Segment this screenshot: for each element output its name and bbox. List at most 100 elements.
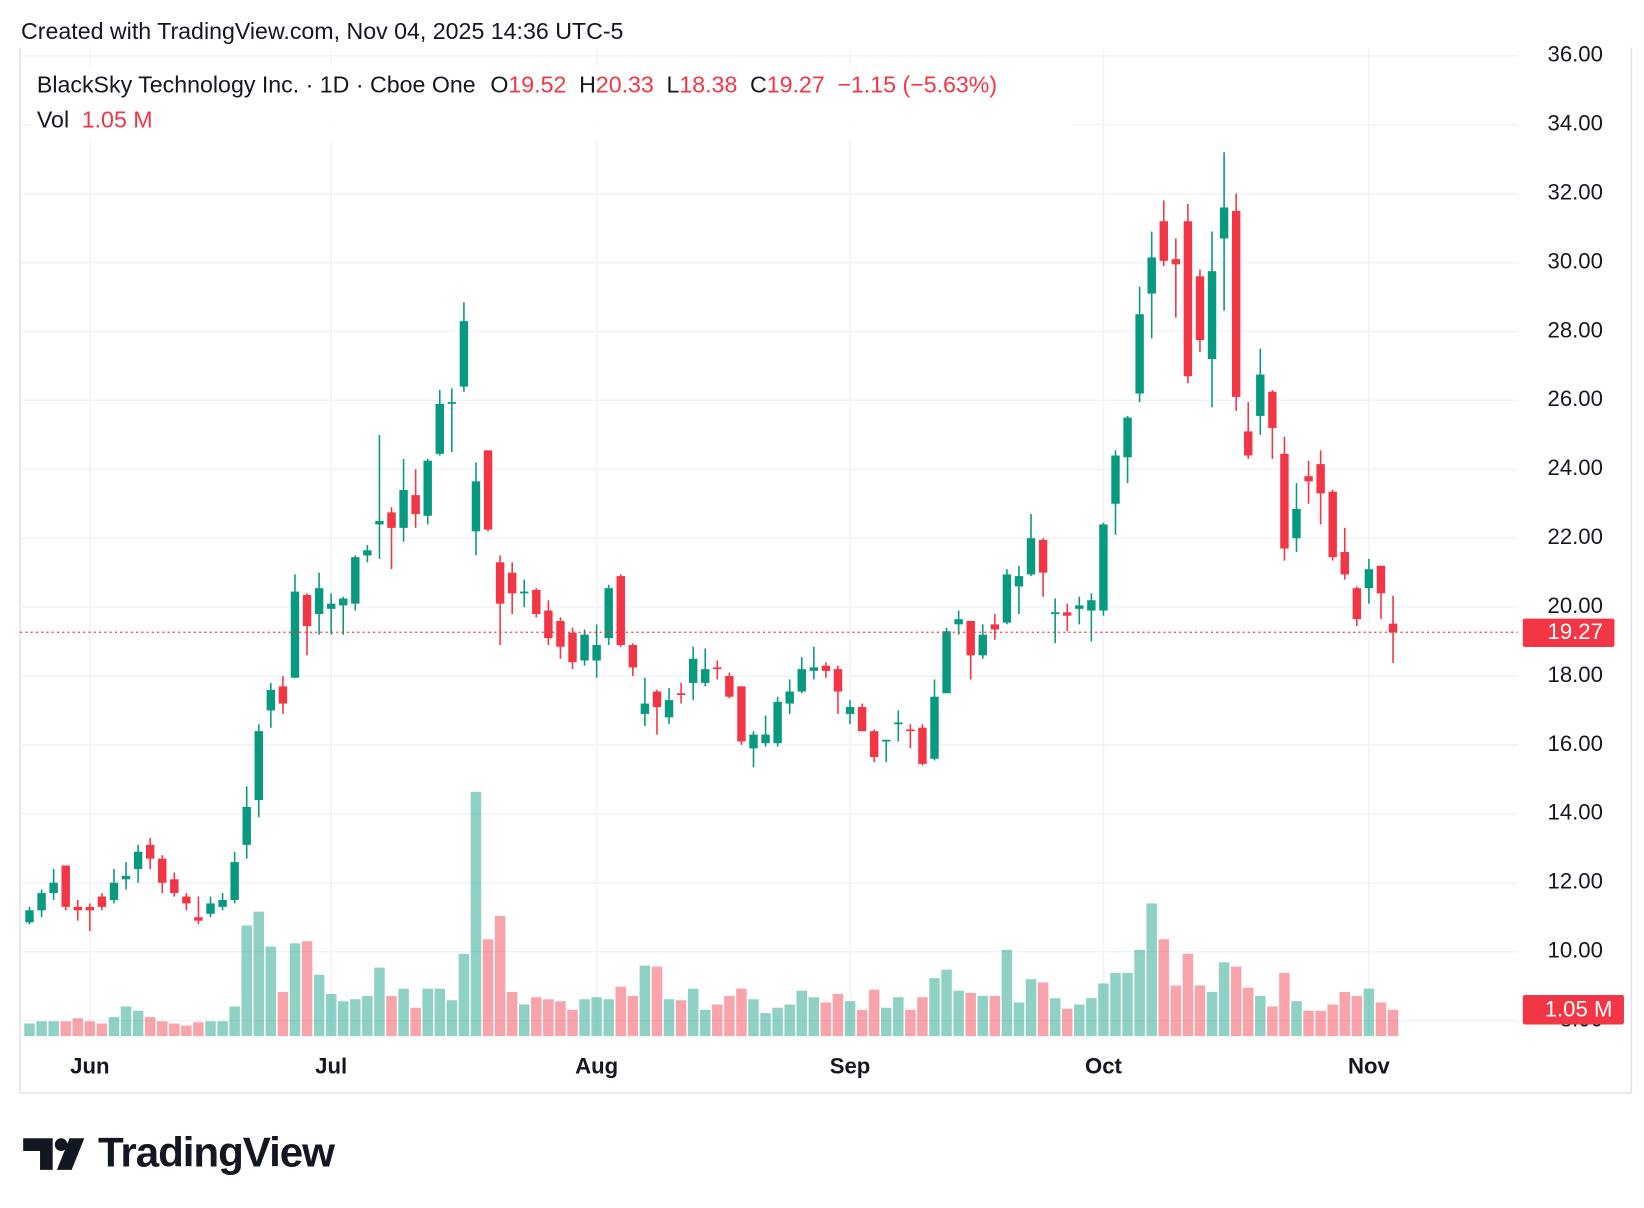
candle-body — [761, 734, 770, 744]
candle-body — [85, 906, 95, 911]
candle-body — [170, 879, 179, 894]
candle-body — [894, 722, 903, 725]
candle-body — [387, 512, 396, 528]
volume-bar — [120, 1006, 132, 1037]
volume-bar — [784, 1004, 795, 1037]
last-price-label: 19.27 — [1548, 619, 1603, 644]
candle-body — [978, 634, 987, 656]
volume-bar — [965, 992, 976, 1037]
candle-body — [411, 495, 420, 515]
y-tick-label: 18.00 — [1548, 662, 1603, 687]
volume-bar — [868, 989, 880, 1037]
volume-bar — [1218, 962, 1230, 1037]
candle-body — [158, 858, 167, 883]
candle-body — [423, 460, 432, 516]
x-tick-label: Sep — [830, 1054, 871, 1079]
legend-volume-line: Vol 1.05 M — [37, 106, 153, 132]
volume-bar — [1146, 903, 1157, 1037]
volume-bar — [1255, 995, 1266, 1037]
created-note: Created with TradingView.com, Nov 04, 20… — [21, 18, 623, 44]
volume-bar — [217, 1021, 228, 1037]
candle-body — [399, 489, 408, 528]
legend-change: −1.15 (−5.63%) — [837, 72, 997, 98]
volume-bar — [96, 1023, 108, 1037]
volume-bar — [1037, 982, 1049, 1037]
volume-bar — [603, 999, 614, 1037]
volume-bar — [832, 993, 844, 1037]
volume-bar — [60, 1021, 71, 1037]
candle-body — [1063, 612, 1072, 616]
volume-bar — [1303, 1010, 1314, 1037]
volume-bar — [651, 966, 663, 1037]
volume-bar — [615, 986, 627, 1037]
volume-bar — [1001, 949, 1013, 1037]
candle-body — [869, 731, 879, 757]
volume-bar — [555, 1001, 566, 1037]
volume-bar — [229, 1006, 240, 1037]
candle-body — [25, 910, 34, 923]
volume-bar — [108, 1017, 120, 1037]
legend: BlackSky Technology Inc. · 1D · Cboe One… — [29, 65, 1073, 140]
volume-bar — [1025, 979, 1037, 1037]
y-tick-label: 36.00 — [1548, 42, 1603, 67]
legend-low: 18.38 — [679, 72, 737, 98]
legend-bg — [29, 65, 1073, 140]
candle-body — [616, 576, 625, 646]
candle-body — [1304, 476, 1313, 482]
candle-body — [1376, 565, 1386, 594]
volume-bar — [531, 997, 542, 1037]
candle-body — [435, 403, 444, 454]
legend-key: L — [666, 72, 679, 98]
volume-bar — [893, 997, 904, 1037]
volume-bar — [1242, 987, 1254, 1037]
volume-bar — [169, 1023, 180, 1037]
candle-body — [351, 557, 360, 604]
candle-body — [1014, 576, 1024, 587]
candle-body — [652, 691, 662, 708]
candle-body — [568, 632, 577, 663]
candle-body — [1026, 538, 1036, 575]
volume-bar — [989, 995, 1001, 1037]
volume-bar — [277, 991, 289, 1037]
y-tick-label: 16.00 — [1548, 731, 1603, 756]
legend-key: Vol — [37, 106, 69, 132]
y-tick-label: 14.00 — [1548, 800, 1603, 825]
candle-body — [556, 620, 565, 647]
volume-bar — [374, 967, 385, 1037]
candle-body — [507, 572, 517, 594]
x-tick-label: Aug — [575, 1054, 618, 1079]
volume-bar — [518, 1004, 530, 1037]
y-tick-label: 34.00 — [1548, 111, 1603, 136]
volume-bar — [1182, 953, 1194, 1037]
volume-bar — [446, 1000, 458, 1037]
candle-body — [713, 667, 722, 670]
candle-body — [1231, 210, 1241, 397]
volume-bar — [1363, 988, 1375, 1037]
volume-bar — [337, 1001, 349, 1037]
candle-body — [1244, 431, 1253, 456]
volume-bar — [1327, 1004, 1338, 1037]
y-tick-label: 20.00 — [1548, 593, 1603, 618]
candle-body — [278, 686, 288, 704]
logo-dot — [54, 1138, 68, 1151]
volume-bar — [953, 990, 964, 1037]
y-tick-label: 24.00 — [1548, 455, 1603, 480]
volume-bar — [1098, 983, 1109, 1037]
candle-body — [1075, 605, 1084, 609]
volume-bar — [48, 1021, 59, 1037]
volume-bar — [1074, 1004, 1085, 1037]
candle-body — [930, 696, 939, 759]
volume-bar — [941, 969, 952, 1037]
volume-bar — [1013, 1002, 1025, 1037]
volume-bar — [699, 1009, 711, 1037]
volume-bar — [482, 939, 494, 1037]
volume-bar — [736, 988, 747, 1037]
y-tick-label: 12.00 — [1548, 869, 1603, 894]
candle-body — [121, 875, 131, 880]
x-tick-label: Oct — [1085, 1054, 1123, 1079]
volume-bar — [36, 1021, 47, 1037]
legend-line: BlackSky Technology Inc. · 1D · Cboe One… — [37, 72, 997, 98]
candle-body — [1195, 276, 1205, 341]
